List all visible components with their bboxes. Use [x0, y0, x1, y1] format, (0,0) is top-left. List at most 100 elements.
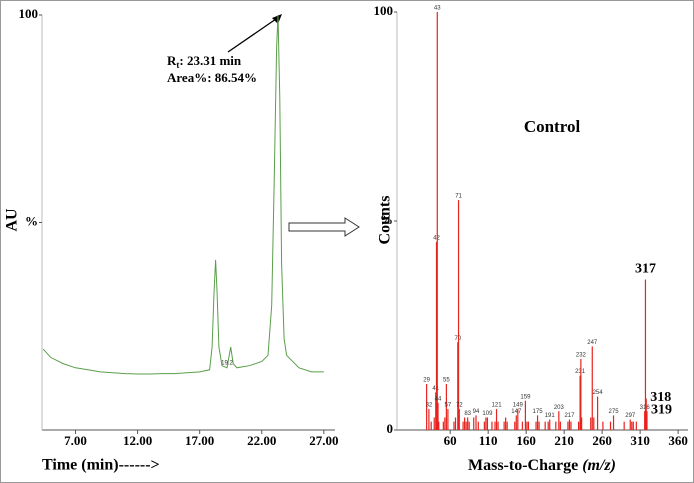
peak	[433, 417, 435, 430]
peak-label: 19.2	[221, 360, 233, 366]
x-tick-label: 160	[516, 433, 536, 448]
x-tick-label: 260	[592, 433, 612, 448]
y-tick-label: 100	[374, 3, 394, 18]
peak-label: 318	[650, 390, 671, 405]
peak-label: 43	[434, 6, 441, 12]
chart-title: Control	[524, 117, 581, 136]
peak	[602, 421, 604, 430]
y-axis-label: AU	[4, 208, 21, 232]
peak-label: 275	[609, 409, 620, 415]
peak	[645, 398, 647, 430]
peak-label: 217	[564, 413, 575, 419]
pointer-head	[272, 14, 282, 24]
peak	[596, 396, 599, 430]
peak	[447, 409, 449, 430]
peak	[494, 421, 496, 430]
peak	[483, 421, 485, 430]
peak	[623, 421, 625, 430]
peak	[465, 421, 467, 430]
peak-label: 94	[473, 409, 480, 415]
peak	[629, 419, 631, 430]
peak	[467, 417, 469, 430]
peak	[547, 421, 549, 430]
peak	[464, 417, 466, 430]
peak	[526, 421, 528, 430]
peak	[644, 411, 646, 430]
rt-sub: t	[176, 60, 179, 70]
peak	[549, 419, 551, 430]
y-axis-label: Counts	[377, 196, 394, 245]
peak	[436, 12, 438, 430]
peak	[438, 421, 440, 430]
peak	[468, 421, 470, 430]
peak	[544, 421, 546, 430]
peak-label: 317	[635, 262, 656, 277]
peak	[555, 421, 557, 430]
x-tick-label: 17.00	[185, 433, 214, 448]
peak	[445, 384, 447, 430]
peak-label: 32	[426, 403, 433, 409]
peak	[444, 417, 446, 430]
peak	[538, 421, 540, 430]
x-tick-label: 22.00	[247, 433, 276, 448]
peak	[473, 417, 475, 430]
peak-label: 159	[520, 394, 531, 400]
peak	[503, 421, 505, 430]
peak-label: 83	[464, 411, 471, 417]
peak	[631, 421, 633, 430]
x-tick-label: 7.00	[64, 433, 87, 448]
peak-label: 297	[625, 413, 636, 419]
peak	[646, 411, 648, 430]
peak	[506, 421, 508, 430]
x-tick-label: 60	[444, 433, 457, 448]
x-tick-label: 110	[479, 433, 498, 448]
peak	[486, 417, 489, 430]
peak	[536, 415, 539, 430]
peak-label: 121	[492, 403, 503, 409]
peak	[454, 417, 457, 430]
x-label-main: Mass-to-Charge	[468, 457, 582, 474]
chromatogram-line	[42, 14, 324, 375]
peak	[644, 279, 647, 430]
peak	[635, 421, 637, 430]
x-label-italic: (m/z)	[582, 457, 616, 474]
peak	[435, 392, 437, 430]
peak	[591, 346, 593, 430]
y-tick-label: %	[25, 213, 38, 228]
peak	[581, 417, 583, 430]
peak	[442, 421, 444, 430]
peak	[590, 417, 592, 430]
peak	[462, 421, 464, 430]
peak	[457, 342, 459, 430]
x-tick-label: 310	[630, 433, 650, 448]
peak	[579, 375, 581, 430]
y-tick-label: 0	[387, 421, 394, 436]
peak	[495, 409, 498, 430]
area-label: Area%: 86.54%	[167, 70, 257, 85]
peak	[477, 421, 479, 430]
peak	[430, 421, 432, 430]
peak	[497, 421, 499, 430]
peak	[570, 421, 572, 430]
x-axis-label: Mass-to-Charge (m/z)	[468, 457, 616, 474]
peak-label: 44	[435, 396, 442, 402]
peak	[521, 421, 523, 430]
peak	[567, 421, 569, 430]
peak	[491, 421, 493, 430]
peak	[577, 421, 580, 430]
x-axis-label: Time (min)------>	[42, 457, 160, 474]
peak	[632, 421, 634, 430]
peak-label: 57	[445, 403, 452, 409]
peak-label: 247	[587, 340, 598, 346]
peak	[514, 421, 516, 430]
peak	[426, 384, 428, 430]
peak	[505, 417, 507, 430]
peak-label: 72	[456, 403, 463, 409]
peak	[527, 421, 530, 430]
peak-label: 191	[545, 413, 556, 419]
peak-label: 175	[533, 409, 544, 415]
peak	[568, 419, 571, 430]
y-tick-label: %	[380, 212, 393, 227]
hollow-arrow	[288, 217, 360, 237]
